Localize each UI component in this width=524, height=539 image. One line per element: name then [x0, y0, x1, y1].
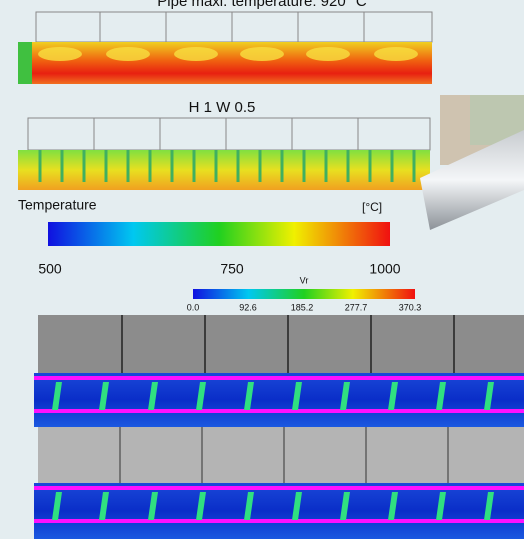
- velocity-tick: 277.7: [345, 302, 368, 312]
- gray-block-2: [38, 427, 524, 483]
- temperature-contour: [18, 42, 432, 84]
- temperature-tick: 500: [38, 261, 62, 277]
- top-panel: [36, 12, 432, 42]
- velocity-legend-title: Vr: [300, 275, 309, 285]
- second-panel: [28, 118, 430, 150]
- velocity-contour-2: [34, 483, 524, 539]
- title: Pipe maxi. temperature: 920 °C: [157, 0, 367, 10]
- temperature-legend-title: Temperature: [18, 197, 97, 213]
- velocity-tick: 92.6: [239, 302, 257, 312]
- pipe-illustration: [420, 95, 524, 230]
- temperature-tick: 1000: [369, 261, 400, 277]
- velocity-tick: 0.0: [187, 302, 200, 312]
- temperature-colorbar: [48, 222, 390, 246]
- velocity-tick: 185.2: [291, 302, 314, 312]
- panel-label: H 1 W 0.5: [189, 99, 256, 116]
- gray-block: [38, 315, 524, 373]
- figure: Pipe maxi. temperature: 920 °C H 1 W 0.5…: [0, 0, 524, 539]
- velocity-colorbar: [193, 289, 415, 299]
- temperature-contour-2: [18, 150, 430, 190]
- temperature-tick: 750: [220, 261, 244, 277]
- velocity-contour: [34, 373, 524, 427]
- velocity-tick: 370.3: [399, 302, 422, 312]
- temperature-unit: [°C]: [362, 200, 382, 214]
- contour-edge: [18, 42, 32, 84]
